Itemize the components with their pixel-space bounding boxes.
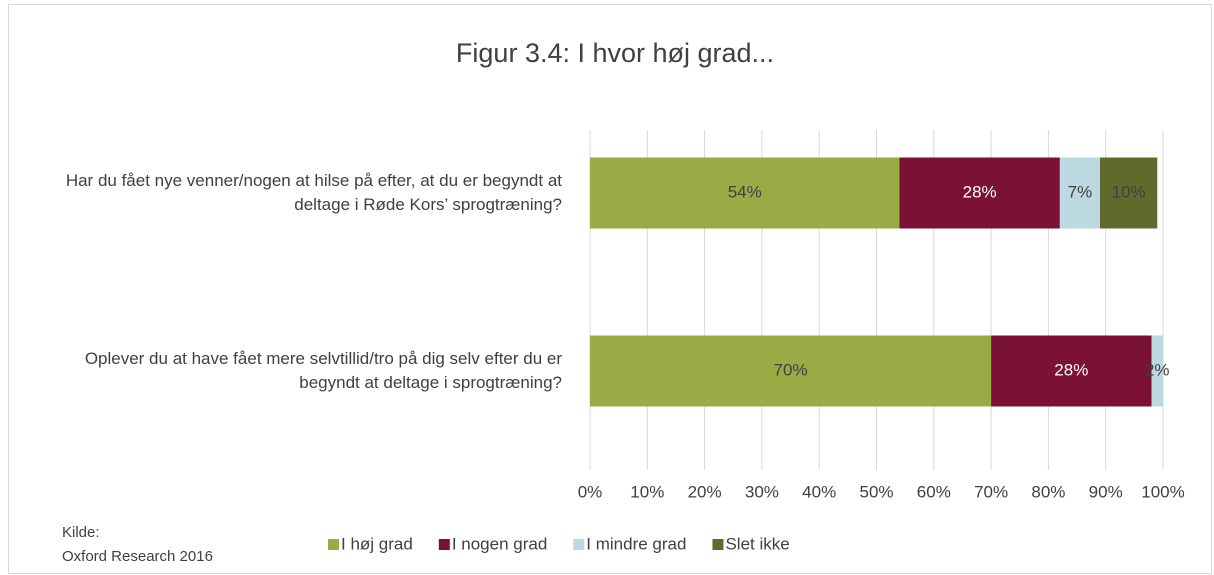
legend-swatch [438,539,450,550]
category-label: Oplever du at have fået mere selvtillid/… [84,349,562,392]
bar-segment [1059,157,1100,229]
x-tick-label: 20% [688,482,722,501]
x-tick-label: 90% [1089,482,1123,501]
x-tick-label: 50% [859,482,893,501]
legend-swatch [712,539,724,550]
bar-segment [991,335,1152,407]
legend-label: I nogen grad [452,534,547,553]
source-label: Kilde: [62,524,100,541]
x-tick-label: 10% [630,482,664,501]
legend-label: I høj grad [341,534,413,553]
data-label: 54% [728,182,762,201]
bar-segment [590,157,900,229]
data-label: 2% [1145,360,1170,379]
source: Oxford Research 2016 [62,548,213,565]
data-label: 28% [963,182,997,201]
legend-label: I mindre grad [586,534,686,553]
x-tick-label: 40% [802,482,836,501]
bar-segment [590,335,992,407]
x-tick-label: 100% [1141,482,1184,501]
legend-swatch [328,539,339,550]
data-label: 28% [1054,360,1088,379]
x-tick-label: 0% [578,482,603,501]
bar-segment [1151,335,1163,407]
data-label: 7% [1068,182,1093,201]
bar-segment [899,157,1060,229]
chart-title: Figur 3.4: I hvor høj grad... [456,38,774,68]
data-label: 10% [1112,182,1146,201]
chart-border [8,4,1212,574]
x-tick-label: 80% [1031,482,1065,501]
x-tick-label: 60% [917,482,951,501]
bar-segment [1099,157,1158,229]
x-tick-label: 30% [745,482,779,501]
x-tick-label: 70% [974,482,1008,501]
legend-label: Slet ikke [725,534,789,553]
legend-swatch [573,539,585,550]
category-label: Har du fået nye venner/nogen at hilse på… [65,171,562,214]
data-label: 70% [774,360,808,379]
